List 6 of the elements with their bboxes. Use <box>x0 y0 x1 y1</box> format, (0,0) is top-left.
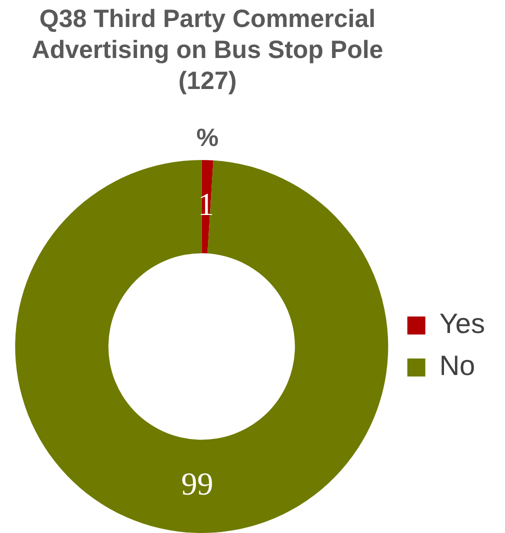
chart-subtitle: % <box>195 124 220 153</box>
legend-label: Yes <box>439 308 486 340</box>
data-label: 1 <box>198 186 214 222</box>
legend-label: No <box>439 350 476 382</box>
chart-title: Q38 Third Party Commercial Advertising on Bus Stop Pole (127) <box>30 4 384 97</box>
data-label: 99 <box>181 466 214 502</box>
